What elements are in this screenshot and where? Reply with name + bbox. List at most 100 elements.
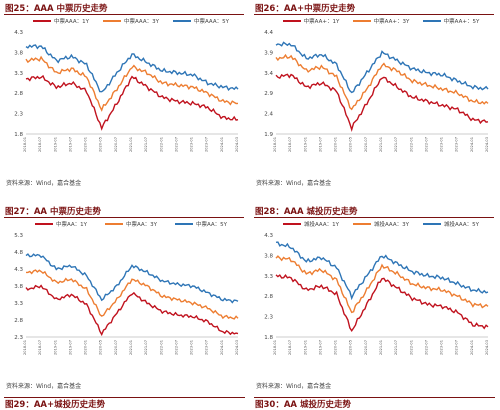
- legend-item-5y: 城投AAA：5Y: [423, 220, 479, 228]
- x-tick-label: 2023-01: [190, 137, 194, 152]
- x-tick-label: 2019-07: [318, 137, 322, 152]
- x-tick-label: 2019-07: [68, 137, 72, 152]
- x-tick-label: 2018-07: [288, 137, 292, 152]
- x-tick-label: 2019-01: [53, 340, 57, 355]
- x-tick-label: 2022-07: [174, 340, 178, 355]
- x-tick-label: 2021-07: [144, 340, 148, 355]
- y-tick-label: 5.3: [14, 233, 23, 239]
- x-tick-label: 2023-07: [455, 137, 459, 152]
- x-tick-label: 2020-05: [349, 340, 353, 355]
- y-tick-label: 4.8: [14, 250, 23, 256]
- legend: 中票AAA：1Y 中票AAA：3Y 中票AAA：5Y: [26, 17, 236, 25]
- series-line-5y: [25, 253, 239, 304]
- series-line-1y: [25, 74, 239, 131]
- y-tick-label: 1.8: [14, 132, 23, 138]
- x-tick-label: 2019-07: [318, 340, 322, 355]
- y-tick-label: 2.8: [14, 318, 23, 324]
- legend-item-1y: 中票AAA：1Y: [33, 17, 89, 25]
- series-line-5y: [275, 41, 489, 94]
- y-tick-label: 2.3: [264, 315, 273, 321]
- x-tick-label: 2018-07: [288, 340, 292, 355]
- x-tick-label: 2024-03: [235, 137, 239, 152]
- x-tick-label: 2020-05: [349, 137, 353, 152]
- series-line-1y: [275, 73, 489, 133]
- source-note: 资料来源：Wind，嘉合基金: [256, 383, 332, 390]
- y-tick-label: 3.3: [14, 71, 23, 77]
- legend-item-5y: 中票AAA：5Y: [173, 17, 229, 25]
- x-tick-label: 2020-01: [334, 137, 338, 152]
- y-tick-label: 4.3: [14, 267, 23, 273]
- x-tick-label: 2018-01: [23, 340, 27, 355]
- x-tick-label: 2023-07: [205, 340, 209, 355]
- legend-item-5y: 中票AA+：5Y: [422, 17, 479, 25]
- series-line-3y: [25, 55, 239, 112]
- x-tick-label: 2021-07: [144, 137, 148, 152]
- x-tick-label: 2020-05: [99, 340, 103, 355]
- x-tick-label: 2019-07: [68, 340, 72, 355]
- y-tick-label: 4.3: [264, 233, 273, 239]
- x-tick-label: 2018-01: [273, 137, 277, 152]
- panel-title: 图27：AA 中票历史走势: [4, 205, 244, 218]
- y-tick-label: 3.4: [264, 71, 273, 77]
- series-line-1y: [275, 274, 489, 332]
- chart-panel-25: 图25：AAA 中票历史走势 中票AAA：1Y 中票AAA：3Y 中票AAA：5…: [4, 2, 244, 207]
- y-tick-label: 3.8: [14, 284, 23, 290]
- x-tick-label: 2020-07: [114, 340, 118, 355]
- x-tick-label: 2024-01: [220, 137, 224, 152]
- x-tick-label: 2019-01: [53, 137, 57, 152]
- y-tick-label: 3.3: [14, 301, 23, 307]
- y-tick-label: 2.3: [14, 112, 23, 118]
- x-tick-label: 2022-01: [159, 137, 163, 152]
- x-tick-label: 2022-01: [409, 340, 413, 355]
- x-tick-label: 2019-01: [303, 340, 307, 355]
- source-note: 资料来源：Wind，嘉合基金: [6, 180, 82, 187]
- x-tick-label: 2020-05: [99, 137, 103, 152]
- x-tick-label: 2022-07: [424, 137, 428, 152]
- legend: 中票AA：1Y 中票AA：3Y 中票AA：5Y: [26, 220, 236, 228]
- chart-panel-28: 图28：AAA 城投历史走势 城投AAA：1Y 城投AAA：3Y 城投AAA：5…: [254, 205, 495, 410]
- x-tick-label: 2021-07: [394, 340, 398, 355]
- y-tick-label: 3.3: [264, 274, 273, 280]
- source-note: 资料来源：Wind，嘉合基金: [6, 383, 82, 390]
- y-tick-label: 2.4: [264, 112, 273, 118]
- x-tick-label: 2023-01: [440, 340, 444, 355]
- y-tick-label: 4.3: [14, 30, 23, 36]
- series-line-1y: [25, 284, 239, 337]
- legend-item-5y: 中票AA：5Y: [174, 220, 227, 228]
- x-tick-label: 2022-01: [159, 340, 163, 355]
- x-tick-label: 2024-03: [485, 137, 489, 152]
- series-line-3y: [275, 53, 489, 111]
- y-tick-label: 2.8: [14, 91, 23, 97]
- y-tick-label: 3.8: [264, 253, 273, 259]
- x-tick-label: 2022-01: [409, 137, 413, 152]
- x-tick-label: 2022-07: [424, 340, 428, 355]
- y-tick-label: 1.9: [264, 132, 273, 138]
- legend-item-1y: 中票AA：1Y: [34, 220, 87, 228]
- x-tick-label: 2019-01: [303, 137, 307, 152]
- x-tick-label: 2024-01: [470, 340, 474, 355]
- x-tick-label: 2024-03: [485, 340, 489, 355]
- legend-item-3y: 中票AA：3Y: [104, 220, 157, 228]
- x-tick-label: 2020-01: [84, 137, 88, 152]
- x-tick-label: 2023-07: [455, 340, 459, 355]
- y-tick-label: 3.8: [14, 50, 23, 56]
- x-tick-label: 2018-07: [38, 340, 42, 355]
- legend-item-3y: 城投AAA：3Y: [353, 220, 409, 228]
- x-tick-label: 2020-07: [114, 137, 118, 152]
- x-tick-label: 2023-01: [190, 340, 194, 355]
- x-tick-label: 2018-01: [273, 340, 277, 355]
- x-tick-label: 2024-01: [220, 340, 224, 355]
- x-tick-label: 2021-01: [129, 340, 133, 355]
- x-tick-label: 2020-07: [364, 137, 368, 152]
- y-tick-label: 1.8: [264, 335, 273, 341]
- x-tick-label: 2021-01: [379, 340, 383, 355]
- x-tick-label: 2021-07: [394, 137, 398, 152]
- x-tick-label: 2024-03: [235, 340, 239, 355]
- y-tick-label: 2.9: [264, 91, 273, 97]
- next-panel-title: 图29：AA+城投历史走势: [4, 397, 245, 410]
- panel-title: 图26：AA+中票历史走势: [254, 2, 494, 15]
- x-tick-label: 2023-07: [205, 137, 209, 152]
